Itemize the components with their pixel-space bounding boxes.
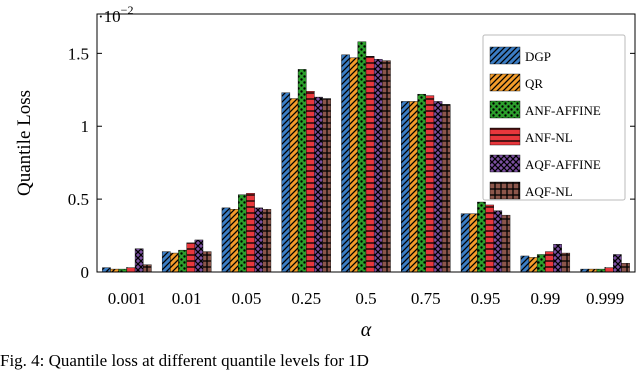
bar: [170, 252, 179, 273]
bar: [134, 248, 144, 273]
bar: [621, 263, 630, 273]
legend-swatch: [489, 181, 521, 200]
bar: [401, 101, 410, 273]
legend-label: ANF-AFFINE: [525, 103, 601, 118]
bar: [433, 101, 443, 273]
bar: [469, 213, 478, 273]
x-tick-label: 0.75: [411, 289, 441, 308]
bar: [178, 249, 187, 273]
bar: [246, 193, 255, 273]
bar: [126, 267, 136, 273]
bar: [322, 98, 331, 273]
bar: [186, 242, 196, 273]
bar: [229, 209, 239, 273]
bar: [262, 209, 272, 273]
bar: [425, 95, 435, 273]
bar: [477, 201, 486, 273]
legend-swatch: [489, 127, 521, 146]
x-axis-label: α: [361, 319, 372, 341]
bar: [373, 58, 383, 273]
bar: [536, 254, 546, 273]
y-tick-label: 0: [81, 263, 90, 282]
bar: [553, 244, 562, 273]
x-tick-label: 0.95: [471, 289, 501, 308]
caption: Fig. 4: Quantile loss at different quant…: [0, 351, 369, 370]
legend-label: AQF-AFFINE: [525, 157, 601, 172]
bar: [349, 57, 359, 273]
bar: [357, 41, 367, 273]
bar: [143, 264, 152, 273]
x-tick-label: 0.5: [355, 289, 376, 308]
bar: [520, 255, 530, 273]
bar: [102, 267, 111, 273]
y-tick-label: 1.5: [68, 44, 89, 63]
bar: [238, 194, 247, 273]
bar: [194, 239, 204, 273]
bar: [281, 92, 291, 273]
bar: [441, 104, 451, 273]
y-axis-label: Quantile Loss: [14, 90, 35, 196]
bar: [161, 251, 171, 273]
x-tick-label: 0.999: [586, 289, 624, 308]
bar: [297, 69, 307, 273]
x-tick-label: 0.25: [291, 289, 321, 308]
legend-swatch: [489, 73, 521, 92]
legend-label: ANF-NL: [525, 130, 573, 145]
bar: [254, 207, 263, 273]
bar: [545, 251, 554, 273]
bar: [460, 213, 470, 273]
plot-frame: [96, 13, 636, 273]
y-scale-base: ·10: [98, 7, 121, 26]
bar: [306, 91, 315, 273]
legend-swatch: [489, 154, 521, 173]
x-tick-label: 0.001: [108, 289, 146, 308]
bar: [417, 93, 426, 273]
bar: [501, 214, 511, 273]
legend-label: QR: [525, 76, 543, 91]
bar: [485, 204, 494, 273]
legend-swatch: [489, 46, 521, 65]
y-tick-label: 1: [81, 117, 90, 136]
bar: [365, 56, 375, 273]
x-tick-label: 0.05: [232, 289, 262, 308]
bar: [314, 96, 323, 273]
bar: [561, 252, 571, 273]
legend-label: AQF-NL: [525, 184, 573, 199]
legend-label: DGP: [525, 49, 551, 64]
legend-swatch: [489, 100, 521, 119]
bar: [289, 98, 299, 273]
bar: [613, 254, 622, 273]
x-tick-label: 0.99: [530, 289, 560, 308]
bar: [409, 101, 418, 273]
bar: [382, 60, 391, 273]
bar: [221, 207, 231, 273]
bar: [604, 267, 614, 273]
bar: [493, 210, 503, 273]
bar: [341, 54, 350, 273]
x-tick-label: 0.01: [172, 289, 202, 308]
y-tick-label: 0.5: [68, 190, 89, 209]
bar: [202, 251, 212, 273]
bar: [528, 257, 538, 273]
y-scale-exponent: −2: [121, 3, 134, 17]
